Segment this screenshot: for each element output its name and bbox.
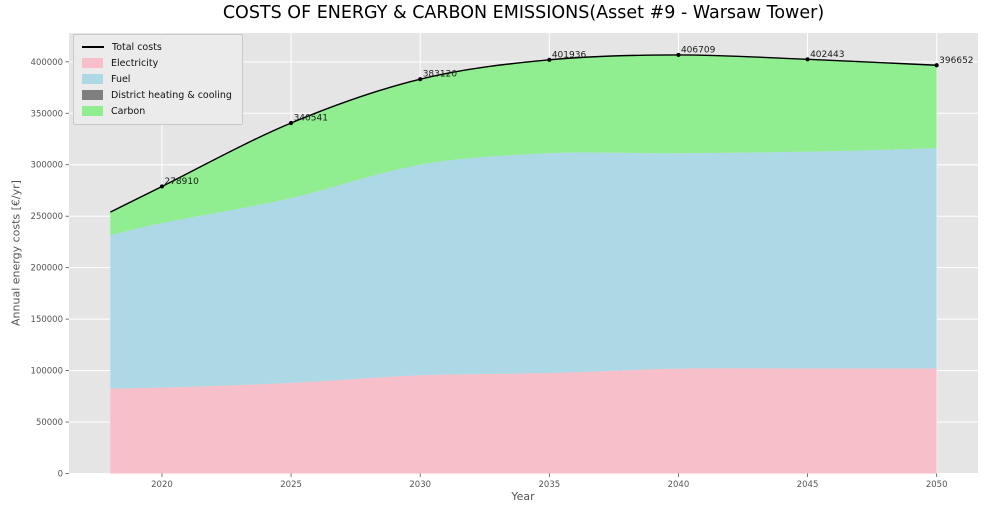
legend-swatch-carbon xyxy=(82,106,103,117)
data-point-label: 278910 xyxy=(164,177,199,187)
data-point-label: 396652 xyxy=(939,56,973,66)
data-point-label: 383120 xyxy=(423,70,458,80)
x-tick-label: 2040 xyxy=(668,480,690,490)
y-tick-label: 400000 xyxy=(31,58,63,68)
legend-label-carbon: Carbon xyxy=(111,105,146,117)
y-tick-label: 200000 xyxy=(31,264,63,274)
legend-swatch-fuel xyxy=(82,74,103,85)
x-tick-label: 2050 xyxy=(926,480,948,490)
x-tick-label: 2030 xyxy=(409,480,431,490)
legend-label-district-heating-cooling: District heating & cooling xyxy=(111,89,232,101)
legend-entry-total-costs: Total costs xyxy=(82,41,232,54)
data-point-label: 402443 xyxy=(810,50,844,60)
data-point-marker xyxy=(159,184,165,189)
legend: Total costs Electricity Fuel District heati… xyxy=(73,34,243,125)
x-tick-label: 2020 xyxy=(151,480,173,490)
data-point-marker xyxy=(547,57,552,62)
stacked-areas xyxy=(110,54,937,474)
y-tick-label: 50000 xyxy=(36,418,63,428)
x-tick-label: 2035 xyxy=(539,480,561,490)
y-axis-label: Annual energy costs [€/yr] xyxy=(9,180,23,326)
legend-entry-carbon: Carbon xyxy=(82,105,232,118)
total-costs-line xyxy=(110,54,937,213)
x-axis-label: Year xyxy=(511,490,535,503)
area-electricity xyxy=(110,368,937,474)
y-tick-label: 100000 xyxy=(31,367,63,377)
data-point-marker xyxy=(676,52,681,58)
axis-ticks: 0 50000 100000 150000 200000 250000 300000 3500… xyxy=(31,58,948,490)
area-fuel xyxy=(110,148,937,389)
x-tick-label: 2045 xyxy=(797,480,819,490)
legend-entry-district-heating-cooling: District heating & cooling xyxy=(82,89,232,102)
y-tick-label: 350000 xyxy=(31,109,63,119)
legend-label-total-costs: Total costs xyxy=(112,41,162,53)
data-point-marker xyxy=(934,63,939,68)
data-point-label: 406709 xyxy=(681,45,716,55)
legend-label-fuel: Fuel xyxy=(111,73,131,85)
y-tick-label: 300000 xyxy=(31,161,63,171)
legend-swatch-total-costs xyxy=(82,46,104,49)
legend-swatch-district-heating-cooling xyxy=(82,90,103,101)
legend-label-electricity: Electricity xyxy=(111,57,159,69)
legend-entry-fuel: Fuel xyxy=(82,73,232,86)
area-carbon xyxy=(110,54,937,236)
y-tick-label: 250000 xyxy=(31,212,63,222)
legend-swatch-electricity xyxy=(82,58,103,69)
x-tick-label: 2025 xyxy=(280,480,302,490)
legend-entry-electricity: Electricity xyxy=(82,57,232,70)
data-point-marker xyxy=(418,77,423,82)
y-tick-label: 150000 xyxy=(31,315,63,325)
data-point-label: 401936 xyxy=(552,50,587,60)
y-tick-label: 0 xyxy=(58,470,63,480)
data-point-marker xyxy=(805,57,810,62)
data-point-label: 340541 xyxy=(294,114,328,124)
chart-title: COSTS OF ENERGY & CARBON EMISSIONS(Asset… xyxy=(222,3,825,23)
point-labels: 278910 340541 383120 401936 406709 402443 3966… xyxy=(159,45,974,189)
data-point-marker xyxy=(288,120,294,126)
